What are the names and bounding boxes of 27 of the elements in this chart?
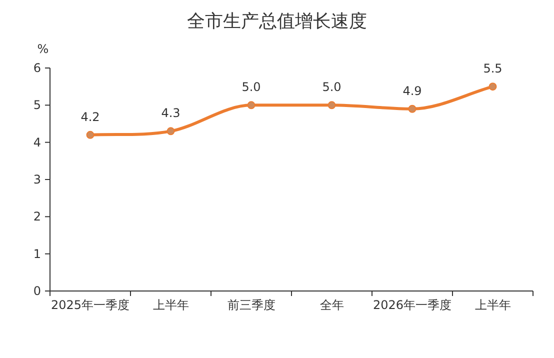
y-tick-label: 4 — [33, 135, 41, 150]
y-axis-title: % — [37, 42, 49, 56]
x-tick-label: 上半年 — [474, 298, 511, 312]
point — [488, 82, 497, 91]
y-tick-label: 2 — [33, 210, 41, 224]
y-tick-label: 1 — [33, 246, 41, 261]
y-tick-label: 3 — [33, 172, 41, 186]
data-label: 4.2 — [80, 110, 100, 124]
data-label: 5.0 — [242, 80, 261, 94]
x-tick-label: 2026年一季度 — [372, 298, 452, 312]
data-label: 5.0 — [322, 80, 342, 94]
point — [328, 101, 336, 110]
data-label: 4.9 — [402, 84, 422, 98]
data-label: 4.3 — [161, 106, 180, 120]
x-tick-label: 2025年一季度 — [50, 298, 130, 312]
point — [247, 101, 256, 110]
point — [166, 127, 175, 136]
y-tick-label: 5 — [33, 98, 41, 112]
x-tick-label: 全年 — [320, 298, 344, 312]
x-tick-label: 前三季度 — [227, 298, 276, 312]
x-tick-label: 上半年 — [152, 298, 189, 312]
chart-title: 全市生产总值增长速度 — [187, 11, 367, 32]
data-label: 5.5 — [483, 62, 502, 76]
y-tick-label: 6 — [33, 61, 41, 75]
point — [86, 130, 94, 139]
y-tick-label: 0 — [33, 284, 41, 298]
point — [408, 104, 416, 113]
